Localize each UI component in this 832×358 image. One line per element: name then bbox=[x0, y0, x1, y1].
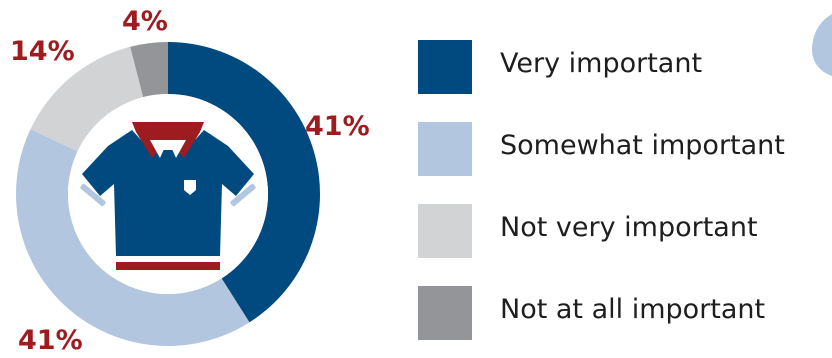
legend-label: Somewhat important bbox=[500, 130, 785, 161]
donut-slice-not-very-important bbox=[30, 46, 144, 152]
legend-swatch bbox=[418, 286, 472, 340]
legend-swatch bbox=[418, 122, 472, 176]
donut-slices bbox=[16, 42, 320, 346]
donut-slice-very-important bbox=[168, 42, 320, 323]
legend-item-not-at-all-important: Not at all important bbox=[418, 286, 832, 340]
donut-slice-not-at-all-important bbox=[130, 42, 168, 98]
slice-label-not-very-important: 14% bbox=[10, 36, 75, 67]
legend-swatch bbox=[418, 40, 472, 94]
donut-slice-somewhat-important bbox=[16, 129, 250, 346]
legend-label: Very important bbox=[500, 48, 703, 79]
decorative-shape-icon bbox=[812, 14, 832, 76]
slice-label-very-important: 41% bbox=[305, 111, 370, 142]
legend-item-not-very-important: Not very important bbox=[418, 204, 832, 258]
legend-item-very-important: Very important bbox=[418, 40, 832, 94]
legend-swatch bbox=[418, 204, 472, 258]
legend-label: Not very important bbox=[500, 212, 758, 243]
slice-label-somewhat-important: 41% bbox=[18, 325, 83, 356]
legend-label: Not at all important bbox=[500, 294, 766, 325]
polo-shirt-icon bbox=[68, 94, 268, 294]
slice-label-not-at-all-important: 4% bbox=[122, 6, 168, 37]
legend-item-somewhat-important: Somewhat important bbox=[418, 122, 832, 176]
